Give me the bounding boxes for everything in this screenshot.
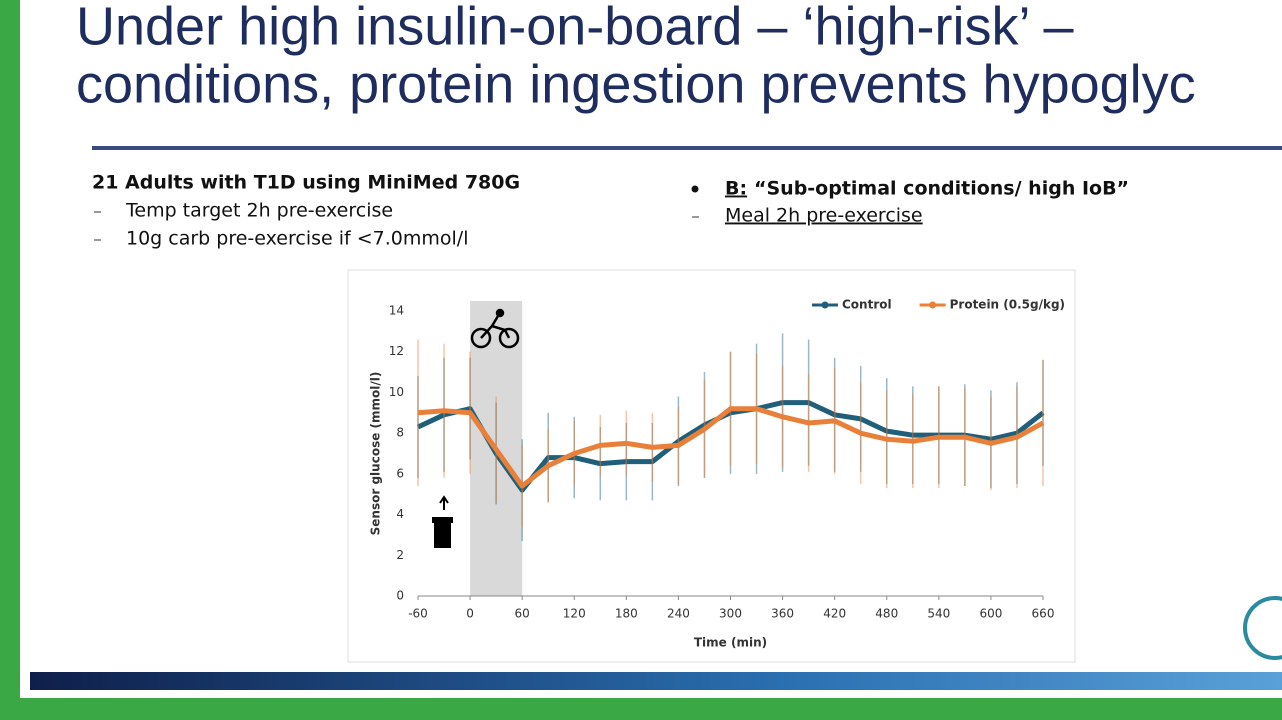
x-tick-label: 540	[927, 607, 950, 621]
legend-swatch	[821, 301, 829, 309]
y-axis-label: Sensor glucose (mmol/l)	[369, 372, 383, 536]
x-tick-label: 300	[719, 607, 742, 621]
y-tick-label: 0	[396, 589, 404, 603]
x-tick-label: 120	[563, 607, 586, 621]
chart-frame	[347, 269, 1076, 663]
x-tick-label: 600	[979, 607, 1002, 621]
x-tick-label: -60	[408, 607, 428, 621]
x-tick-label: 480	[875, 607, 898, 621]
legend-label: Protein (0.5g/kg)	[950, 298, 1065, 312]
legend-swatch	[929, 301, 937, 309]
y-tick-label: 12	[389, 344, 404, 358]
bike-icon	[470, 308, 520, 349]
y-tick-label: 10	[389, 385, 404, 399]
x-tick-label: 360	[771, 607, 794, 621]
plot: 0 2 4 6 8 10 12 14 -60 0 60 120 180 240 300 360 420 480 54…	[369, 298, 1066, 650]
y-tick-label: 6	[396, 466, 404, 480]
y-tick-label: 4	[396, 507, 404, 521]
drink-icon	[432, 495, 453, 548]
rule	[92, 146, 1282, 150]
item: Meal 2h pre-exercise	[725, 205, 923, 227]
footer-bar	[30, 672, 1282, 690]
title: conditions, protein ingestion prevents h…	[76, 54, 1196, 114]
x-tick-label: 0	[466, 607, 474, 621]
item: Temp target 2h pre-exercise	[125, 200, 393, 222]
item: 10g carb pre-exercise if <7.0mmol/l	[126, 228, 468, 250]
x-tick-label: 60	[515, 607, 530, 621]
bullet	[691, 185, 699, 193]
y-tick-label: 8	[396, 426, 404, 440]
series-line	[417, 406, 1045, 489]
x-tick-label: 420	[823, 607, 846, 621]
logo	[1243, 596, 1282, 660]
title: Under high insulin-on-board – ‘high-risk…	[76, 0, 1074, 56]
legend-label: Control	[842, 298, 892, 312]
y-tick-label: 2	[396, 548, 404, 562]
x-tick-label: 180	[615, 607, 638, 621]
x-tick-label: 660	[1032, 607, 1055, 621]
y-tick-label: 14	[389, 304, 404, 318]
heading: “Sub-optimal conditions/ high IoB”	[754, 178, 1129, 200]
x-tick-label: 240	[667, 607, 690, 621]
heading: 21 Adults with T1D using MiniMed 780G	[92, 172, 520, 194]
label: B:	[725, 178, 747, 200]
x-axis-label: Time (min)	[694, 636, 767, 650]
